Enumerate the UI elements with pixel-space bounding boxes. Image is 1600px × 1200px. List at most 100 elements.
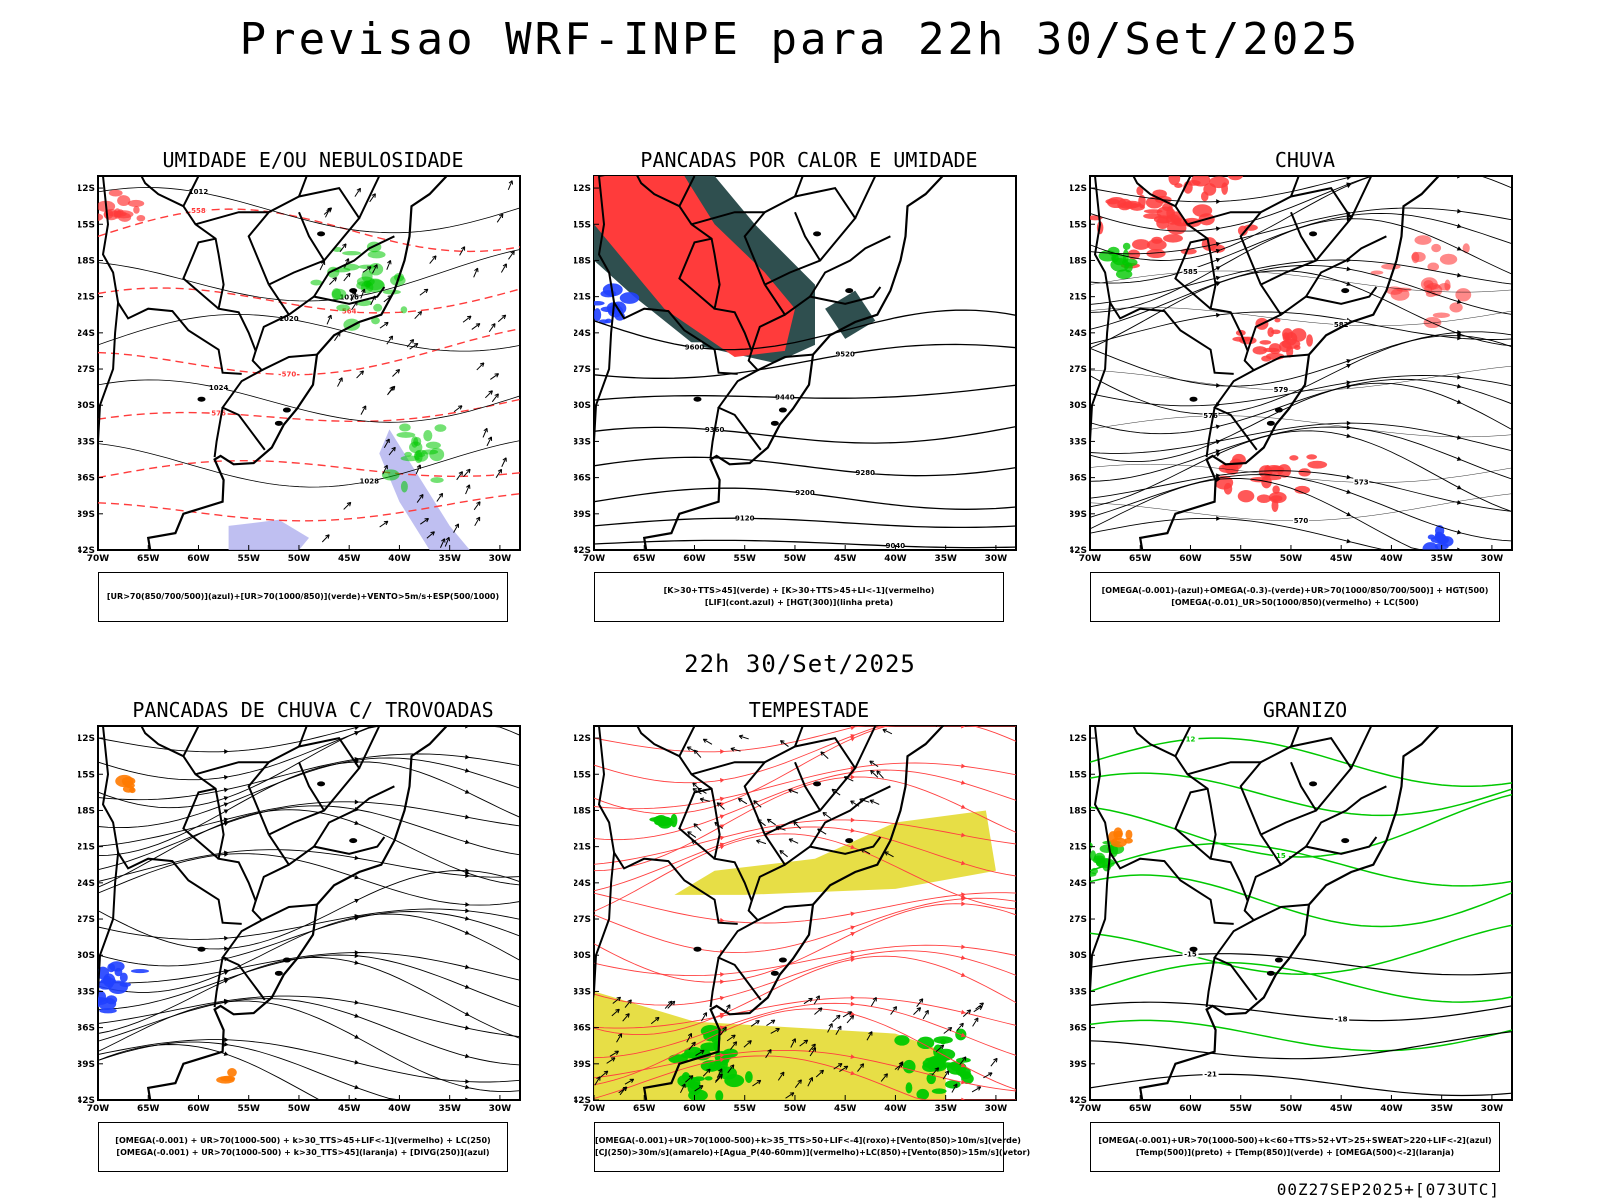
wind-vector bbox=[329, 277, 337, 285]
streamline bbox=[594, 892, 1016, 924]
wind-vector bbox=[686, 1033, 692, 1043]
state-border bbox=[98, 302, 120, 449]
lake-shape bbox=[693, 946, 702, 952]
wind-vector-head bbox=[409, 338, 415, 344]
chart-panel: UMIDADE E/OU NEBULOSIDADE 558 564 570 576 101… bbox=[78, 148, 558, 648]
streamline-arrowhead bbox=[1456, 484, 1462, 490]
rain-red bbox=[1425, 291, 1436, 298]
state-border bbox=[182, 726, 200, 757]
panel-legend: [OMEGA(-0.001) + UR>70(1000-500) + k>30_… bbox=[98, 1122, 508, 1172]
wind-vector bbox=[473, 267, 479, 278]
wind-vector bbox=[369, 193, 376, 203]
divergence-blue bbox=[78, 975, 91, 982]
humidity-low-levels-green bbox=[342, 250, 362, 256]
panel-title: UMIDADE E/OU NEBULOSIDADE bbox=[162, 148, 464, 172]
contour-label-bg bbox=[797, 488, 813, 497]
legend-text: [OMEGA(-0.001)-(azul)+OMEGA(-0.3)-(verde… bbox=[1101, 586, 1489, 595]
wind-vector bbox=[360, 405, 367, 415]
wind-vector bbox=[612, 996, 621, 1004]
streamline bbox=[594, 1055, 1016, 1100]
streamline bbox=[98, 1044, 520, 1100]
wind-vector-head bbox=[974, 1017, 979, 1022]
streamline-arrowhead bbox=[850, 950, 856, 955]
wind-vector-head bbox=[338, 377, 343, 382]
wind-vector bbox=[807, 1077, 813, 1087]
streamline-arrowhead bbox=[464, 839, 470, 845]
streamline-arrowhead bbox=[1346, 425, 1352, 431]
wind-vector-head bbox=[441, 538, 446, 543]
streamline bbox=[98, 911, 520, 967]
streamline-arrowhead bbox=[960, 1032, 966, 1038]
state-border bbox=[794, 211, 821, 262]
lake-shape bbox=[813, 781, 822, 787]
streamline-arrowhead bbox=[223, 796, 229, 801]
wind-vector-head bbox=[698, 1085, 704, 1090]
wind-vector bbox=[497, 314, 507, 323]
wind-vector bbox=[931, 1067, 939, 1076]
streamline-arrowhead bbox=[719, 917, 725, 923]
state-border bbox=[750, 863, 786, 902]
convection-orange bbox=[129, 787, 136, 794]
wind-vector bbox=[360, 288, 365, 299]
contour-label: 12 bbox=[1186, 735, 1196, 743]
contour-line bbox=[594, 425, 1016, 444]
wind-vector-head bbox=[687, 831, 692, 836]
contour-label-bg bbox=[686, 342, 703, 351]
convection-orange bbox=[216, 1076, 235, 1084]
state-border bbox=[195, 211, 269, 226]
contour-line bbox=[1090, 961, 1512, 1003]
streamline-arrowhead bbox=[1346, 474, 1352, 480]
temp-850-green bbox=[1093, 852, 1106, 865]
streamline bbox=[594, 726, 1016, 784]
rain-red bbox=[1282, 332, 1290, 342]
wind-vector bbox=[664, 1000, 673, 1009]
rain-blue bbox=[1422, 542, 1439, 550]
state-border bbox=[1253, 353, 1310, 372]
contour-line bbox=[1090, 1001, 1512, 1022]
wind-vector-head bbox=[391, 446, 396, 452]
streamline bbox=[1090, 176, 1512, 232]
legend-text: [CJ(250)>30m/s](amarelo)+[Agua_P(40-60mm… bbox=[595, 1148, 1031, 1157]
wind-vector bbox=[339, 243, 347, 253]
streamline-arrowhead bbox=[354, 953, 360, 959]
legend-text: [K>30+TTS>45](verde) + [K>30+TTS>45+LI<-… bbox=[663, 586, 935, 595]
streamline-arrowhead bbox=[465, 902, 470, 907]
wind-850-green bbox=[715, 1090, 724, 1100]
streamline-arrowhead bbox=[1346, 363, 1352, 369]
streamline-arrowhead bbox=[1456, 299, 1462, 304]
lat-tick-label: 30S bbox=[78, 401, 95, 411]
wind-vector-head bbox=[859, 1063, 865, 1068]
streamline-arrowhead bbox=[1457, 330, 1462, 335]
streamline-arrowhead bbox=[354, 1034, 360, 1039]
wind-vector bbox=[777, 1071, 785, 1081]
streamline bbox=[1090, 207, 1512, 255]
wind-vector-head bbox=[346, 501, 352, 507]
state-border bbox=[358, 726, 381, 769]
wind-vector-head bbox=[395, 369, 401, 374]
wind-vector-head bbox=[430, 531, 435, 536]
wind-vector-head bbox=[730, 747, 735, 752]
streamline-arrowhead bbox=[464, 1011, 470, 1016]
wind-vector bbox=[703, 738, 713, 745]
lake-shape bbox=[1274, 957, 1283, 963]
wind-vector-head bbox=[788, 788, 793, 793]
panel-legend: [K>30+TTS>45](verde) + [K>30+TTS>45+LI<-… bbox=[594, 572, 1004, 622]
streamline bbox=[98, 870, 520, 950]
wind-vector bbox=[685, 1075, 694, 1083]
streamline-arrowhead bbox=[223, 968, 229, 974]
wind-vector bbox=[594, 1076, 601, 1086]
streamline bbox=[98, 1041, 520, 1100]
coastline-east bbox=[146, 726, 448, 1100]
panel-legend: [UR>70(850/700/500)](azul)+[UR>70(1000/8… bbox=[98, 572, 508, 622]
lon-tick-label: 70W bbox=[583, 1104, 606, 1114]
wind-vector-head bbox=[385, 438, 390, 444]
omega-orange bbox=[1125, 829, 1133, 840]
state-border bbox=[691, 761, 765, 776]
lon-tick-label: 60W bbox=[1179, 554, 1202, 564]
divergence-blue bbox=[107, 963, 116, 973]
wind-vector-head bbox=[702, 738, 708, 743]
rain-red bbox=[1414, 235, 1432, 245]
streamline bbox=[98, 1039, 520, 1083]
wind-vector bbox=[809, 1047, 817, 1057]
wind-vector bbox=[508, 250, 515, 260]
